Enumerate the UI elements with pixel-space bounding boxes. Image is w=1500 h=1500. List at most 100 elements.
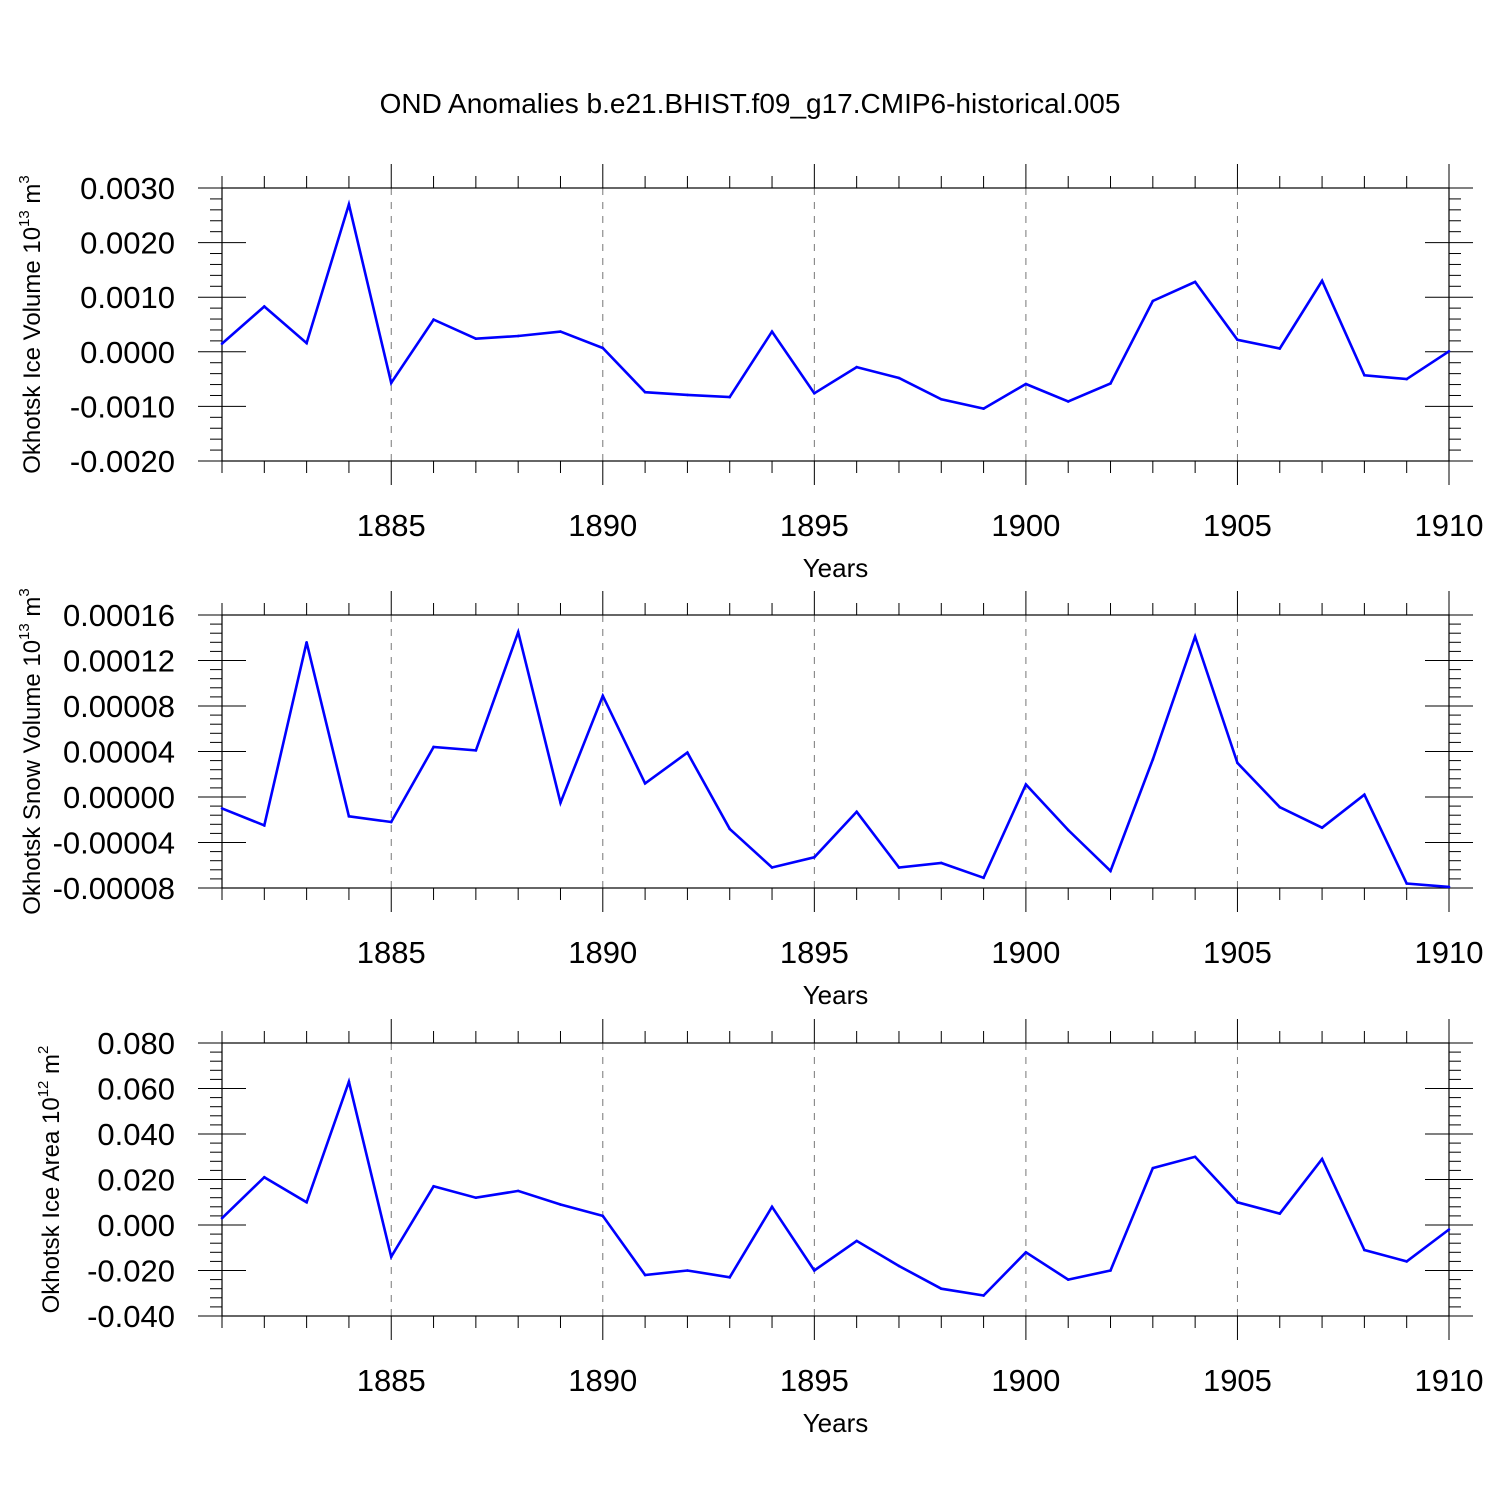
data-point — [939, 1287, 943, 1290]
y-label-exponent: 13 — [16, 210, 33, 227]
data-point — [263, 1175, 266, 1179]
data-point — [1405, 1260, 1408, 1263]
data-point — [559, 801, 562, 804]
data-point — [1151, 758, 1155, 761]
data-point — [432, 318, 435, 321]
data-point — [855, 810, 858, 814]
chart-panels: 0.0030 0.0020 0.0010 0.0000 -0.0010 -0.0020 18… — [16, 164, 1483, 1438]
y-tick-label: -0.00008 — [53, 871, 175, 906]
data-point — [305, 341, 308, 345]
data-point — [1151, 299, 1155, 303]
data-point — [220, 1216, 224, 1220]
chart-panel-snow-volume: 0.00016 0.00012 0.00008 0.00004 0.00000 -0.00… — [16, 588, 1483, 1010]
data-point — [855, 365, 858, 369]
data-point — [474, 749, 478, 752]
data-point — [982, 407, 985, 410]
y-tick-label: 0.00016 — [63, 598, 175, 633]
x-axis-label: Years — [803, 980, 869, 1010]
data-point — [728, 827, 732, 831]
data-point — [813, 855, 816, 859]
data-point — [474, 1196, 478, 1199]
y-label-unit: m — [38, 1054, 65, 1081]
data-point — [1447, 349, 1451, 353]
data-point — [939, 398, 943, 401]
x-axis-label: Years — [803, 1408, 869, 1438]
data-point — [516, 1189, 520, 1193]
data-point — [432, 1185, 435, 1188]
x-tick-label: 1895 — [780, 935, 849, 970]
data-point — [1278, 347, 1282, 350]
data-point — [1363, 1248, 1366, 1252]
data-point — [559, 1203, 562, 1206]
y-label-unit: m — [19, 597, 46, 624]
data-point — [347, 815, 351, 818]
data-point — [643, 782, 647, 785]
data-point — [1447, 885, 1451, 889]
chart-panel-ice-volume: 0.0030 0.0020 0.0010 0.0000 -0.0010 -0.0020 18… — [16, 164, 1483, 583]
plot-frame — [221, 614, 1450, 889]
data-point — [1363, 793, 1366, 797]
x-tick-label: 1890 — [568, 935, 637, 970]
series-line — [221, 1077, 1450, 1297]
y-tick-label: 0.00012 — [63, 644, 175, 679]
y-axis-label: Okhotsk Ice Area 1012 m2 — [35, 1046, 65, 1314]
data-point — [263, 305, 266, 308]
data-point — [686, 1269, 689, 1272]
data-point — [1320, 279, 1324, 283]
data-point — [855, 1239, 858, 1243]
data-point — [1024, 783, 1028, 786]
data-point — [1151, 1166, 1155, 1170]
y-axis-label: Okhotsk Ice Volume 1013 m3 — [16, 175, 46, 474]
x-tick-label: 1910 — [1415, 1363, 1484, 1398]
data-point — [305, 1200, 308, 1204]
data-point — [770, 866, 774, 869]
data-point — [263, 824, 266, 827]
data-point — [389, 820, 393, 824]
figure-title: OND Anomalies b.e21.BHIST.f09_g17.CMIP6-… — [380, 88, 1121, 119]
data-point — [728, 395, 732, 399]
data-point — [1109, 869, 1112, 873]
x-tick-label: 1900 — [991, 935, 1060, 970]
data-point — [643, 1273, 647, 1277]
data-point — [559, 330, 562, 333]
data-point — [389, 381, 393, 385]
data-point — [1109, 382, 1112, 385]
data-point — [1193, 1155, 1197, 1159]
data-point — [389, 1255, 393, 1259]
data-point — [813, 391, 816, 395]
data-point — [305, 641, 308, 644]
data-point — [686, 751, 689, 754]
y-tick-label: 0.00004 — [63, 735, 175, 770]
y-label-text: Okhotsk Ice Volume 10 — [19, 227, 46, 474]
data-point — [897, 866, 901, 869]
data-point — [982, 876, 985, 880]
x-tick-label: 1905 — [1203, 508, 1272, 543]
plot-frame — [221, 187, 1450, 462]
data-point — [347, 1080, 351, 1083]
data-point — [601, 1214, 605, 1218]
y-tick-label: 0.00000 — [63, 780, 175, 815]
y-label-text: Okhotsk Ice Area 10 — [38, 1097, 65, 1313]
data-point — [1024, 382, 1028, 386]
y-label-unit-exponent: 3 — [16, 588, 33, 596]
y-label-exponent: 12 — [35, 1081, 52, 1098]
y-tick-label: 0.0030 — [80, 171, 175, 206]
data-point — [516, 630, 520, 634]
y-tick-label: -0.00004 — [53, 826, 175, 861]
data-point — [939, 861, 943, 865]
data-point — [1405, 882, 1408, 885]
chart-panel-ice-area: 0.080 0.060 0.040 0.020 0.000 -0.020 -0.040 188… — [35, 1019, 1483, 1438]
data-point — [1278, 1212, 1282, 1215]
data-point — [1363, 373, 1366, 377]
y-tick-label: 0.080 — [97, 1026, 175, 1061]
data-point — [728, 1276, 732, 1279]
y-tick-label: -0.020 — [87, 1254, 175, 1289]
data-point — [1024, 1251, 1028, 1254]
data-point — [813, 1269, 816, 1272]
x-tick-label: 1900 — [991, 508, 1060, 543]
data-point — [1236, 338, 1239, 342]
data-point — [347, 203, 351, 206]
x-tick-label: 1905 — [1203, 935, 1272, 970]
x-axis-label: Years — [803, 553, 869, 583]
